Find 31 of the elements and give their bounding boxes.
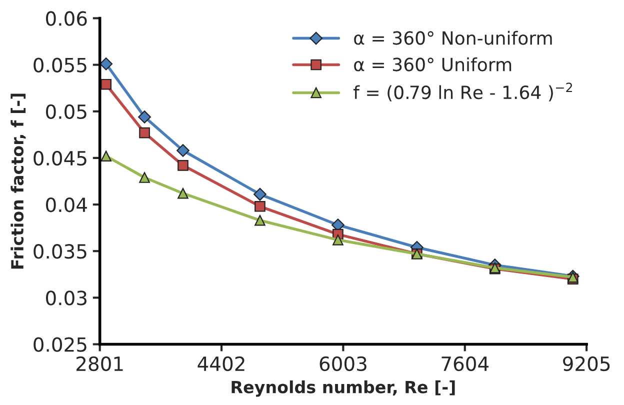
y-tick-label: 0.05 [46,104,86,120]
point [178,160,188,171]
point [138,110,151,124]
point [100,150,112,162]
y-tick-label: 0.025 [34,337,86,352]
y-tick-label: 0.035 [34,244,86,259]
point [100,78,112,90]
x-tick-label: 9205 [563,356,610,372]
y-axis-title: Friction factor, f [-] [10,94,26,269]
legend-label: f = (0.79 ln Re - 1.64 )$^{−2}$ [354,82,572,102]
y-tick-label: 0.04 [46,197,87,212]
x-tick-label: 6003 [320,356,366,372]
point [139,127,150,138]
y-tick-label: 0.06 [46,11,87,26]
y-tick-label: 0.045 [34,150,86,166]
point [139,172,150,183]
point [176,144,190,157]
y-tick-label: 0.03 [46,290,86,306]
x-tick-label: 4402 [198,356,244,372]
point [178,188,188,199]
legend-label: α = 360° Non-uniform [354,30,552,45]
y-tick-label: 0.055 [34,58,86,72]
point [254,188,266,201]
x-tick-label: 2801 [76,356,123,372]
point [100,57,113,70]
point [254,214,266,226]
legend-label: α = 360° Uniform [354,57,512,72]
x-tick-label: 7604 [442,356,489,372]
point [254,200,266,212]
x-axis-title: Reynolds number, Re [-] [232,380,455,397]
point [332,234,344,246]
